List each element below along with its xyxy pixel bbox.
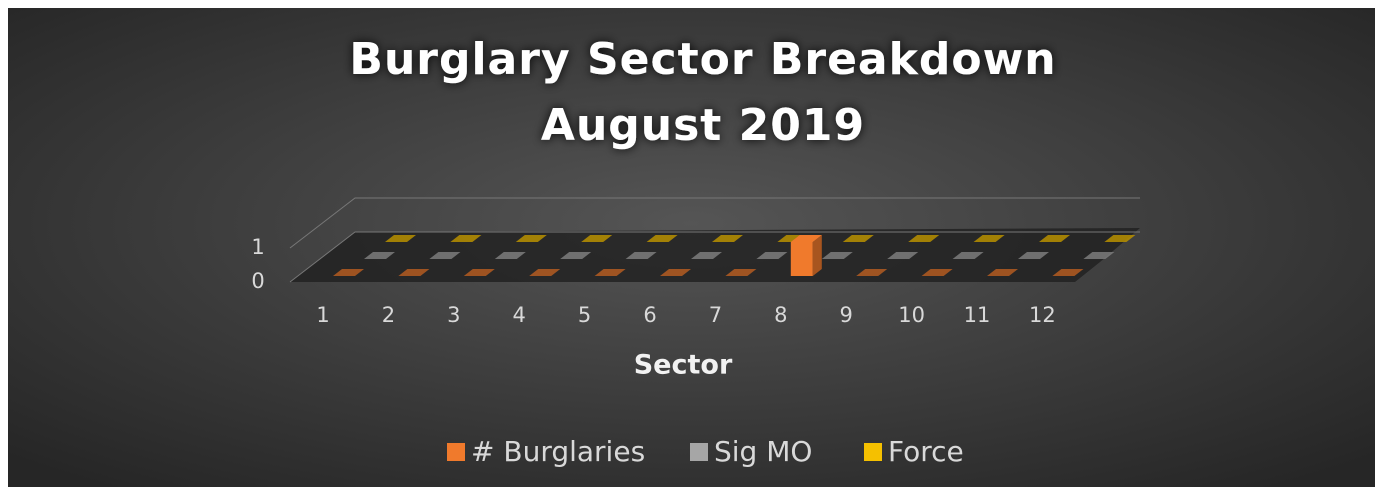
legend-swatch xyxy=(864,443,882,461)
bar-top xyxy=(821,252,853,259)
bar-top xyxy=(529,269,561,276)
bar xyxy=(385,235,416,242)
bar-top xyxy=(725,269,757,276)
legend-label: Force xyxy=(888,435,964,468)
bar xyxy=(908,235,940,242)
bar-top xyxy=(385,235,416,242)
bar-top xyxy=(560,252,592,259)
bar-top xyxy=(973,235,1005,242)
bar xyxy=(364,252,395,259)
x-tick-label: 2 xyxy=(382,303,395,327)
bar-top xyxy=(756,252,788,259)
y-tick-label: 1 xyxy=(251,235,264,259)
bar xyxy=(725,269,757,276)
grid-line xyxy=(289,231,1140,283)
bar-top xyxy=(660,269,691,276)
bar xyxy=(921,269,953,276)
bar xyxy=(1083,252,1115,259)
bar xyxy=(691,252,722,259)
bar-top xyxy=(463,269,495,276)
bar xyxy=(529,269,561,276)
bar xyxy=(660,269,691,276)
bar-top xyxy=(1104,235,1136,242)
bar xyxy=(1039,235,1070,242)
bar-top xyxy=(581,235,613,242)
bar-top xyxy=(594,269,626,276)
bar-side xyxy=(812,235,822,276)
bar xyxy=(1018,252,1049,259)
bar xyxy=(581,235,613,242)
x-tick-label: 5 xyxy=(578,303,591,327)
bar-front xyxy=(790,242,813,276)
x-tick-label: 8 xyxy=(774,303,787,327)
bar xyxy=(646,235,678,242)
bar-top xyxy=(908,235,940,242)
bar xyxy=(450,235,482,242)
bar-top xyxy=(398,269,430,276)
y-tick-label: 0 xyxy=(251,269,264,293)
bar-top xyxy=(691,252,722,259)
bar xyxy=(333,269,364,276)
bar-top xyxy=(952,252,984,259)
bar-top xyxy=(450,235,482,242)
bar-top xyxy=(1083,252,1115,259)
x-tick-label: 7 xyxy=(709,303,722,327)
bar xyxy=(463,269,495,276)
x-tick-label: 6 xyxy=(643,303,656,327)
bar-top xyxy=(712,235,743,242)
chart-title: August 2019 xyxy=(541,100,865,151)
grid-line xyxy=(289,197,1140,249)
bar xyxy=(821,252,853,259)
bar-top xyxy=(333,269,364,276)
bar-top xyxy=(494,252,526,259)
x-tick-label: 3 xyxy=(447,303,460,327)
bar-top xyxy=(921,269,953,276)
bar xyxy=(1052,269,1084,276)
x-axis-title: Sector xyxy=(634,350,733,381)
bar-top xyxy=(790,235,822,242)
bar-top xyxy=(1018,252,1049,259)
bar xyxy=(515,235,547,242)
bar-top xyxy=(625,252,657,259)
legend-label: # Burglaries xyxy=(471,435,645,468)
bar-top xyxy=(842,235,874,242)
bar xyxy=(560,252,592,259)
bar-top xyxy=(987,269,1018,276)
legend-swatch xyxy=(690,443,708,461)
bar-top xyxy=(515,235,547,242)
bar xyxy=(790,235,822,276)
bar xyxy=(594,269,626,276)
bar xyxy=(842,235,874,242)
x-tick-label: 4 xyxy=(513,303,526,327)
bar-top xyxy=(646,235,678,242)
bar xyxy=(712,235,743,242)
x-tick-label: 9 xyxy=(840,303,853,327)
bar xyxy=(887,252,919,259)
x-tick-label: 12 xyxy=(1029,303,1056,327)
bar-top xyxy=(429,252,461,259)
x-tick-label: 11 xyxy=(964,303,991,327)
bar xyxy=(987,269,1018,276)
bar xyxy=(756,252,788,259)
bar xyxy=(952,252,984,259)
chart-title: Burglary Sector Breakdown xyxy=(349,34,1056,85)
legend-label: Sig MO xyxy=(714,435,812,468)
bar xyxy=(1104,235,1136,242)
x-tick-label: 10 xyxy=(898,303,925,327)
bar xyxy=(973,235,1005,242)
legend-swatch xyxy=(447,443,465,461)
bar-top xyxy=(364,252,395,259)
bar xyxy=(494,252,526,259)
bar xyxy=(429,252,461,259)
bar xyxy=(398,269,430,276)
bar xyxy=(856,269,888,276)
bar-top xyxy=(1052,269,1084,276)
bar-top xyxy=(1039,235,1070,242)
bar-top xyxy=(856,269,888,276)
bar xyxy=(625,252,657,259)
bar-top xyxy=(887,252,919,259)
x-tick-label: 1 xyxy=(316,303,329,327)
